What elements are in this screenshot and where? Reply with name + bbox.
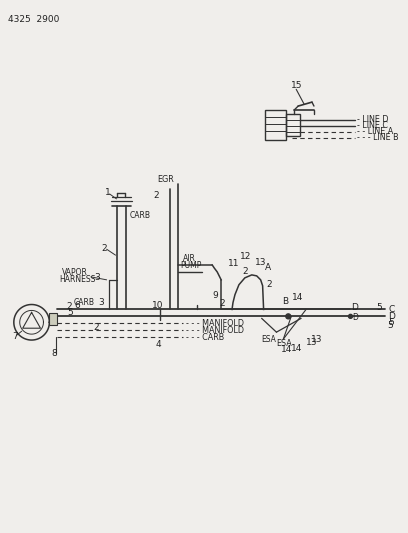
Text: 7: 7 xyxy=(12,332,18,341)
Text: D: D xyxy=(388,312,395,321)
Text: 14: 14 xyxy=(291,344,303,353)
Text: 2: 2 xyxy=(153,191,159,200)
Text: 5: 5 xyxy=(387,321,393,330)
Text: 13: 13 xyxy=(311,335,322,344)
Text: CARB: CARB xyxy=(74,298,95,307)
Text: C: C xyxy=(388,305,394,314)
Text: D: D xyxy=(351,303,358,312)
Text: 9: 9 xyxy=(212,291,218,300)
Text: A: A xyxy=(265,263,271,272)
Bar xyxy=(49,313,57,325)
Text: 10: 10 xyxy=(152,301,164,310)
Text: CARB: CARB xyxy=(129,211,150,220)
Bar xyxy=(265,110,286,140)
Text: - - LINE A: - - LINE A xyxy=(357,127,394,136)
Text: 13: 13 xyxy=(306,337,317,346)
Text: 2: 2 xyxy=(94,322,100,332)
Text: HARNESS: HARNESS xyxy=(59,276,95,284)
Text: 1: 1 xyxy=(105,189,111,197)
Text: EGR: EGR xyxy=(157,175,174,184)
Text: 5: 5 xyxy=(67,308,73,317)
Text: 2: 2 xyxy=(266,280,272,289)
Text: ESA: ESA xyxy=(262,335,277,344)
Text: D: D xyxy=(353,313,358,322)
Text: - - - MANIFOLD: - - - MANIFOLD xyxy=(186,319,244,328)
Text: ESA: ESA xyxy=(277,338,292,348)
Bar xyxy=(286,114,300,136)
Text: 14: 14 xyxy=(292,293,304,302)
Text: - - - MANIFOLD: - - - MANIFOLD xyxy=(186,326,244,335)
Circle shape xyxy=(348,314,353,318)
Text: AIR: AIR xyxy=(183,254,195,263)
Circle shape xyxy=(286,314,291,319)
Text: B: B xyxy=(282,297,288,306)
Text: 4: 4 xyxy=(156,340,162,349)
Text: 8: 8 xyxy=(51,349,57,358)
Text: 2: 2 xyxy=(102,244,107,253)
Text: 2: 2 xyxy=(219,299,225,308)
Text: - - - LINE B: - - - LINE B xyxy=(357,133,399,142)
Text: PUMP: PUMP xyxy=(181,261,202,270)
Text: 14: 14 xyxy=(282,345,293,354)
Text: 5: 5 xyxy=(376,303,382,312)
Text: 5: 5 xyxy=(388,318,394,327)
Text: VAPOR: VAPOR xyxy=(62,269,88,277)
Text: 2: 2 xyxy=(242,268,248,277)
Text: 15: 15 xyxy=(291,81,303,90)
Text: 4325  2900: 4325 2900 xyxy=(8,15,59,23)
Text: 2: 2 xyxy=(66,302,72,311)
Text: 3: 3 xyxy=(99,298,104,307)
Text: - LINE D: - LINE D xyxy=(357,115,389,124)
Text: 12: 12 xyxy=(240,252,251,261)
Text: - LINE C: - LINE C xyxy=(357,122,388,130)
Text: 3: 3 xyxy=(94,273,100,282)
Text: 6: 6 xyxy=(74,301,80,310)
Text: - - - CARB: - - - CARB xyxy=(186,333,224,342)
Text: 13: 13 xyxy=(255,257,266,266)
Text: 11: 11 xyxy=(228,259,239,268)
